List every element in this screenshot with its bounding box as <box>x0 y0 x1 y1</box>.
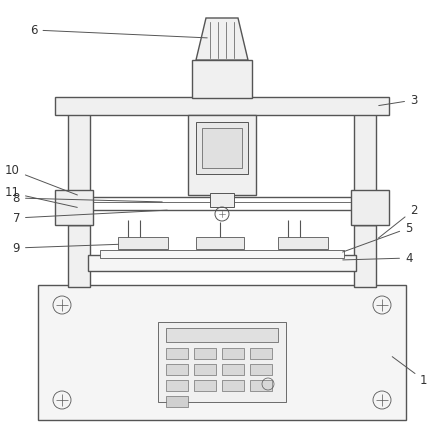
Bar <box>210 193 234 207</box>
Text: 8: 8 <box>12 191 162 204</box>
Text: 10: 10 <box>5 163 77 195</box>
Bar <box>166 396 188 407</box>
Text: 9: 9 <box>12 241 152 254</box>
Bar <box>194 364 216 375</box>
Text: 4: 4 <box>343 251 412 264</box>
Text: 11: 11 <box>5 187 77 207</box>
Text: 2: 2 <box>378 203 417 238</box>
Bar <box>354 112 376 225</box>
Bar <box>202 128 242 168</box>
Bar <box>250 364 272 375</box>
Bar <box>222 364 244 375</box>
Bar <box>68 225 90 287</box>
Text: 5: 5 <box>343 222 412 252</box>
Bar <box>278 237 328 249</box>
Bar <box>100 250 344 258</box>
Bar <box>351 190 389 225</box>
Bar <box>250 380 272 391</box>
Bar <box>188 115 256 195</box>
Bar <box>166 380 188 391</box>
Bar <box>196 122 248 174</box>
Bar <box>118 237 168 249</box>
Bar <box>192 60 252 98</box>
Bar <box>194 380 216 391</box>
Bar <box>196 237 244 249</box>
Text: 1: 1 <box>392 357 428 387</box>
Bar <box>158 322 286 402</box>
Text: 6: 6 <box>30 23 207 38</box>
Text: 7: 7 <box>12 210 167 225</box>
Bar <box>55 97 389 115</box>
Polygon shape <box>196 18 248 60</box>
Bar <box>194 348 216 359</box>
Bar <box>166 364 188 375</box>
Bar <box>166 328 278 342</box>
Bar <box>354 225 376 287</box>
Bar <box>88 255 356 271</box>
Text: 3: 3 <box>379 93 417 107</box>
Bar <box>222 348 244 359</box>
Bar <box>222 380 244 391</box>
Bar <box>38 285 406 420</box>
Bar <box>68 112 90 225</box>
Bar <box>166 348 188 359</box>
Bar <box>250 348 272 359</box>
Bar <box>55 190 93 225</box>
